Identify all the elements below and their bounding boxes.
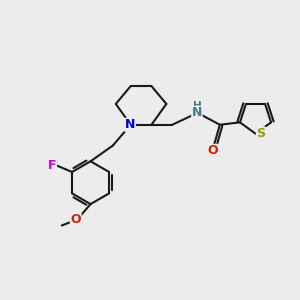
Text: F: F <box>48 159 56 172</box>
Text: S: S <box>256 127 266 140</box>
Text: O: O <box>207 144 218 158</box>
Text: H: H <box>193 101 201 111</box>
Text: N: N <box>125 118 135 131</box>
Text: O: O <box>70 213 81 226</box>
Text: N: N <box>192 106 202 119</box>
